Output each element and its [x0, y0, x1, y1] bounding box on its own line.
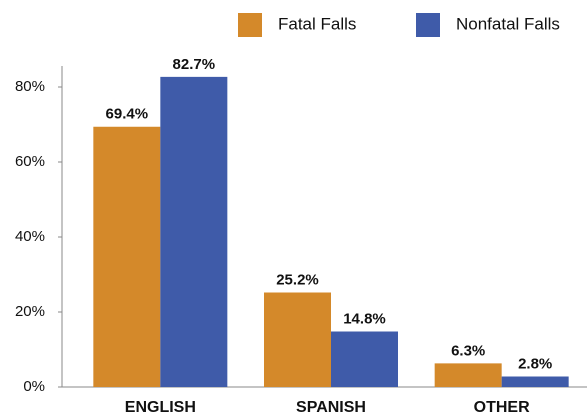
- y-tick-label: 0%: [23, 378, 45, 395]
- bar: [434, 363, 502, 387]
- bar: [160, 76, 228, 387]
- value-label: 6.3%: [451, 342, 485, 359]
- value-label: 25.2%: [276, 271, 319, 288]
- value-label: 69.4%: [106, 106, 149, 123]
- value-label: 82.7%: [173, 56, 216, 73]
- y-tick-label: 40%: [15, 228, 45, 245]
- legend-label: Fatal Falls: [278, 14, 356, 33]
- legend-swatch: [416, 13, 440, 37]
- bar: [93, 126, 161, 387]
- bar: [331, 331, 398, 387]
- y-tick-label: 60%: [15, 153, 45, 170]
- bar: [501, 376, 569, 387]
- value-label: 2.8%: [518, 355, 552, 372]
- legend-swatch: [238, 13, 262, 37]
- bar: [264, 292, 331, 387]
- x-tick-label: SPANISH: [296, 399, 366, 416]
- y-tick-label: 80%: [15, 78, 45, 95]
- x-tick-label: OTHER: [474, 399, 530, 416]
- value-label: 14.8%: [343, 310, 386, 327]
- y-tick-label: 20%: [15, 303, 45, 320]
- legend-label: Nonfatal Falls: [456, 14, 560, 33]
- x-tick-label: ENGLISH: [125, 399, 196, 416]
